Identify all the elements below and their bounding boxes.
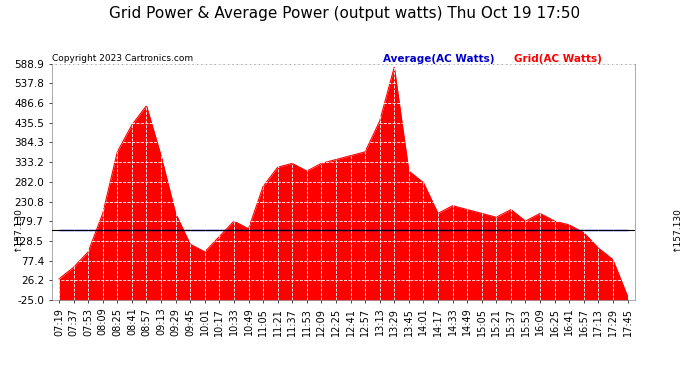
Text: Grid(AC Watts): Grid(AC Watts) bbox=[514, 54, 602, 64]
Text: ↑157.130: ↑157.130 bbox=[672, 207, 681, 252]
Text: Grid Power & Average Power (output watts) Thu Oct 19 17:50: Grid Power & Average Power (output watts… bbox=[110, 6, 580, 21]
Text: Average(AC Watts): Average(AC Watts) bbox=[383, 54, 495, 64]
Text: ↑157.130: ↑157.130 bbox=[13, 207, 22, 252]
Text: Copyright 2023 Cartronics.com: Copyright 2023 Cartronics.com bbox=[52, 54, 193, 63]
